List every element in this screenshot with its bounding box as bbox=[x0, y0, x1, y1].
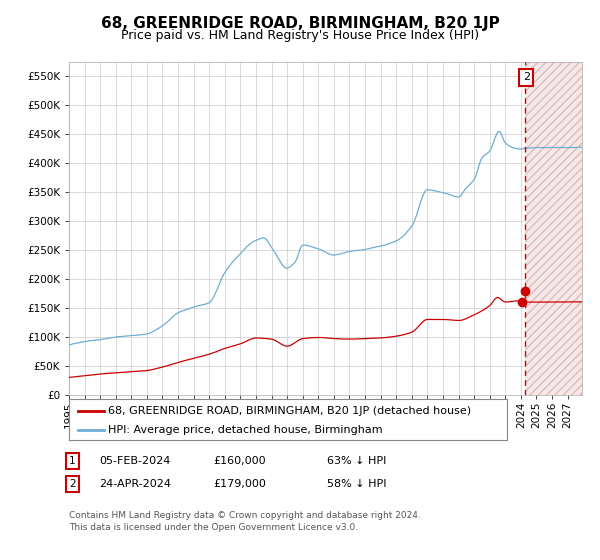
Text: 2: 2 bbox=[69, 479, 76, 489]
Text: 05-FEB-2024: 05-FEB-2024 bbox=[99, 456, 170, 466]
Text: Contains HM Land Registry data © Crown copyright and database right 2024.
This d: Contains HM Land Registry data © Crown c… bbox=[69, 511, 421, 531]
Text: 63% ↓ HPI: 63% ↓ HPI bbox=[327, 456, 386, 466]
Text: 2: 2 bbox=[523, 72, 530, 82]
Text: 1: 1 bbox=[69, 456, 76, 466]
Text: Price paid vs. HM Land Registry's House Price Index (HPI): Price paid vs. HM Land Registry's House … bbox=[121, 29, 479, 42]
Text: £160,000: £160,000 bbox=[213, 456, 266, 466]
Text: HPI: Average price, detached house, Birmingham: HPI: Average price, detached house, Birm… bbox=[109, 424, 383, 435]
Text: 68, GREENRIDGE ROAD, BIRMINGHAM, B20 1JP: 68, GREENRIDGE ROAD, BIRMINGHAM, B20 1JP bbox=[101, 16, 499, 31]
Text: 24-APR-2024: 24-APR-2024 bbox=[99, 479, 171, 489]
Text: 58% ↓ HPI: 58% ↓ HPI bbox=[327, 479, 386, 489]
Text: £179,000: £179,000 bbox=[213, 479, 266, 489]
Text: 68, GREENRIDGE ROAD, BIRMINGHAM, B20 1JP (detached house): 68, GREENRIDGE ROAD, BIRMINGHAM, B20 1JP… bbox=[109, 405, 472, 416]
